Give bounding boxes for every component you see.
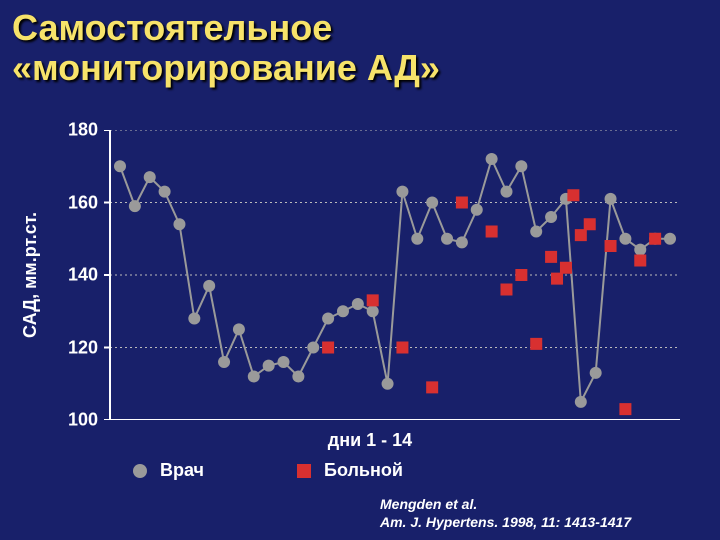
chart-svg <box>60 130 680 420</box>
circle-icon <box>130 461 150 481</box>
slide: Самостоятельное «мониторирование АД» САД… <box>0 0 720 540</box>
slide-title: Самостоятельное «мониторирование АД» <box>12 8 440 87</box>
legend: Врач Больной <box>130 460 610 481</box>
citation-line2: Am. J. Hypertens. 1998, 11: 1413-1417 <box>380 513 631 531</box>
square-icon <box>294 461 314 481</box>
legend-doctor-label: Врач <box>160 460 204 481</box>
chart-area <box>60 130 680 420</box>
legend-doctor: Врач <box>130 460 204 481</box>
title-line1: Самостоятельное <box>12 8 440 48</box>
title-line2: «мониторирование АД» <box>12 48 440 88</box>
legend-patient: Больной <box>294 460 403 481</box>
citation-line1: Mengden et al. <box>380 495 631 513</box>
y-axis-label: САД, мм.рт.ст. <box>20 130 44 420</box>
citation: Mengden et al. Am. J. Hypertens. 1998, 1… <box>380 495 631 531</box>
legend-patient-label: Больной <box>324 460 403 481</box>
x-axis-label: дни 1 - 14 <box>60 430 680 451</box>
